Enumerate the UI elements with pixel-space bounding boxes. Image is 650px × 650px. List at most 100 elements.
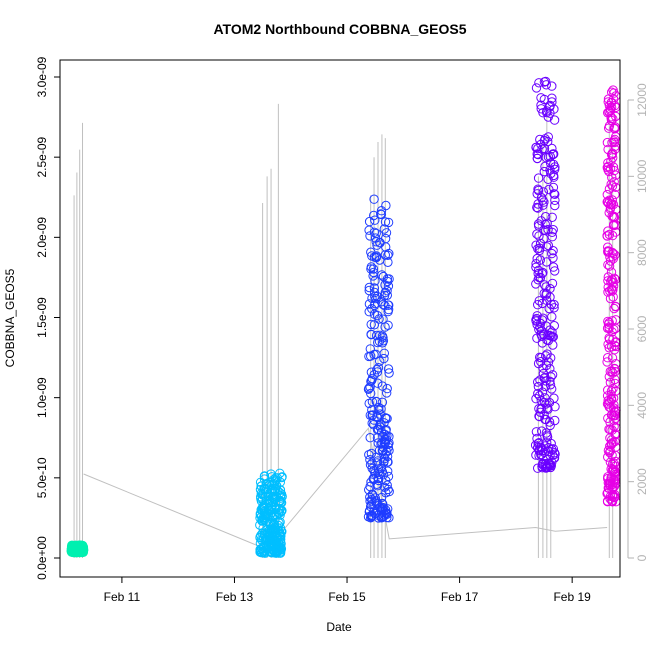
data-point	[549, 303, 559, 313]
data-point	[549, 453, 560, 463]
data-point	[535, 134, 545, 145]
data-point	[379, 453, 390, 464]
data-point	[533, 275, 543, 285]
data-point	[379, 436, 389, 447]
data-point	[550, 195, 560, 206]
data-point	[604, 184, 615, 194]
x-tick-label: Feb 13	[216, 590, 254, 604]
data-point	[540, 381, 551, 392]
data-point	[547, 312, 557, 322]
data-point	[71, 546, 81, 556]
data-point	[603, 246, 613, 256]
data-point	[366, 330, 376, 340]
data-point	[382, 290, 392, 300]
data-point	[256, 488, 266, 499]
data-point	[604, 372, 614, 382]
data-point	[382, 451, 393, 462]
data-point	[533, 203, 543, 213]
data-point	[269, 487, 279, 497]
data-point	[550, 415, 560, 426]
chart-title: ATOM2 Northbound COBBNA_GEOS5	[213, 21, 466, 37]
data-point	[535, 352, 545, 362]
data-point	[603, 165, 613, 175]
data-point	[368, 507, 379, 517]
y2-tick-label: 2000	[635, 468, 649, 495]
y2-tick-label: 8000	[635, 239, 649, 266]
data-point	[609, 165, 619, 176]
data-point	[275, 523, 286, 533]
data-point	[377, 381, 388, 391]
data-point	[604, 343, 614, 353]
data-point	[548, 225, 558, 235]
data-point	[610, 489, 620, 500]
data-point	[547, 81, 557, 91]
data-point	[607, 316, 617, 326]
data-point	[610, 189, 620, 200]
data-point	[371, 396, 381, 407]
data-point	[77, 546, 88, 556]
data-point	[538, 313, 548, 323]
data-point	[602, 189, 612, 200]
data-point	[371, 330, 382, 341]
data-point	[533, 143, 543, 154]
data-point	[603, 242, 613, 252]
data-point	[531, 142, 541, 153]
data-point	[547, 97, 557, 107]
data-point	[276, 489, 287, 499]
data-point	[367, 405, 377, 415]
data-point	[531, 83, 542, 93]
data-point	[364, 450, 374, 460]
data-point	[547, 232, 557, 242]
data-point	[277, 472, 287, 483]
data-point	[540, 212, 551, 222]
data-point	[543, 224, 553, 235]
data-point	[541, 80, 551, 90]
data-point	[608, 277, 618, 288]
data-point	[369, 252, 380, 262]
data-point	[378, 314, 388, 324]
data-point	[607, 87, 617, 97]
data-point	[531, 313, 542, 324]
data-point	[547, 212, 557, 223]
data-point	[382, 383, 392, 394]
data-point	[367, 293, 377, 303]
data-point	[384, 300, 394, 310]
data-point	[260, 548, 270, 558]
data-point	[533, 388, 543, 399]
data-point	[604, 208, 614, 218]
data-point	[610, 141, 620, 152]
data-point	[549, 115, 560, 125]
data-point	[550, 266, 560, 276]
data-point	[374, 445, 385, 455]
data-point	[531, 262, 541, 272]
data-point	[607, 148, 618, 158]
data-point	[383, 484, 393, 495]
data-point	[368, 420, 379, 430]
data-point	[539, 233, 549, 244]
data-point	[382, 447, 392, 457]
data-point	[378, 470, 389, 480]
points-layer	[66, 76, 621, 558]
data-point	[608, 254, 618, 264]
data-point	[603, 272, 613, 282]
data-point	[541, 428, 551, 438]
data-point	[382, 431, 392, 441]
data-point	[380, 233, 391, 244]
data-point	[547, 384, 557, 394]
data-point	[606, 267, 617, 277]
data-point	[605, 293, 616, 304]
data-point	[268, 492, 278, 502]
data-point	[270, 537, 280, 547]
data-point	[548, 149, 558, 160]
data-point	[538, 445, 548, 456]
data-point	[271, 525, 281, 535]
data-point	[606, 410, 617, 420]
data-point	[550, 189, 560, 200]
data-point	[603, 260, 613, 270]
data-point	[610, 340, 620, 351]
data-point	[376, 209, 387, 220]
data-point	[364, 299, 375, 309]
data-point	[548, 450, 558, 460]
data-point	[533, 300, 543, 310]
data-point	[606, 102, 617, 113]
